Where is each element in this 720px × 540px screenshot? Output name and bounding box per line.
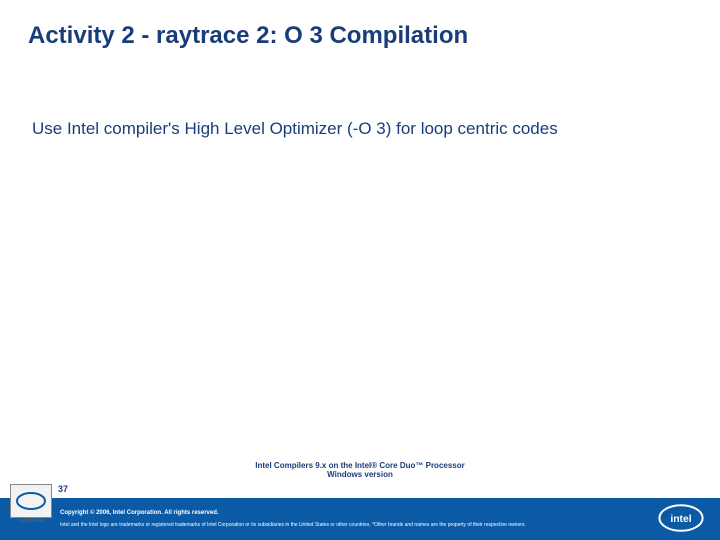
subtitle-line-2: Windows version: [327, 470, 393, 479]
footer-subtitle: Intel Compilers 9.x on the Intel® Core D…: [0, 461, 720, 480]
slide-title: Activity 2 - raytrace 2: O 3 Compilation: [28, 22, 468, 50]
software-label: Software: [18, 518, 44, 524]
footer-bar: [0, 498, 720, 540]
copyright-text: Copyright © 2006, Intel Corporation. All…: [60, 510, 219, 516]
svg-text:intel: intel: [670, 514, 691, 525]
intel-software-badge: Software: [10, 484, 52, 540]
software-badge-square: [10, 484, 52, 518]
swirl-icon: [11, 486, 51, 516]
page-number: 37: [58, 484, 68, 494]
legal-text: Intel and the Intel logo are trademarks …: [60, 523, 640, 529]
slide-body-text: Use Intel compiler's High Level Optimize…: [32, 118, 680, 139]
intel-logo-icon: intel: [656, 502, 706, 534]
subtitle-line-1: Intel Compilers 9.x on the Intel® Core D…: [255, 461, 465, 470]
